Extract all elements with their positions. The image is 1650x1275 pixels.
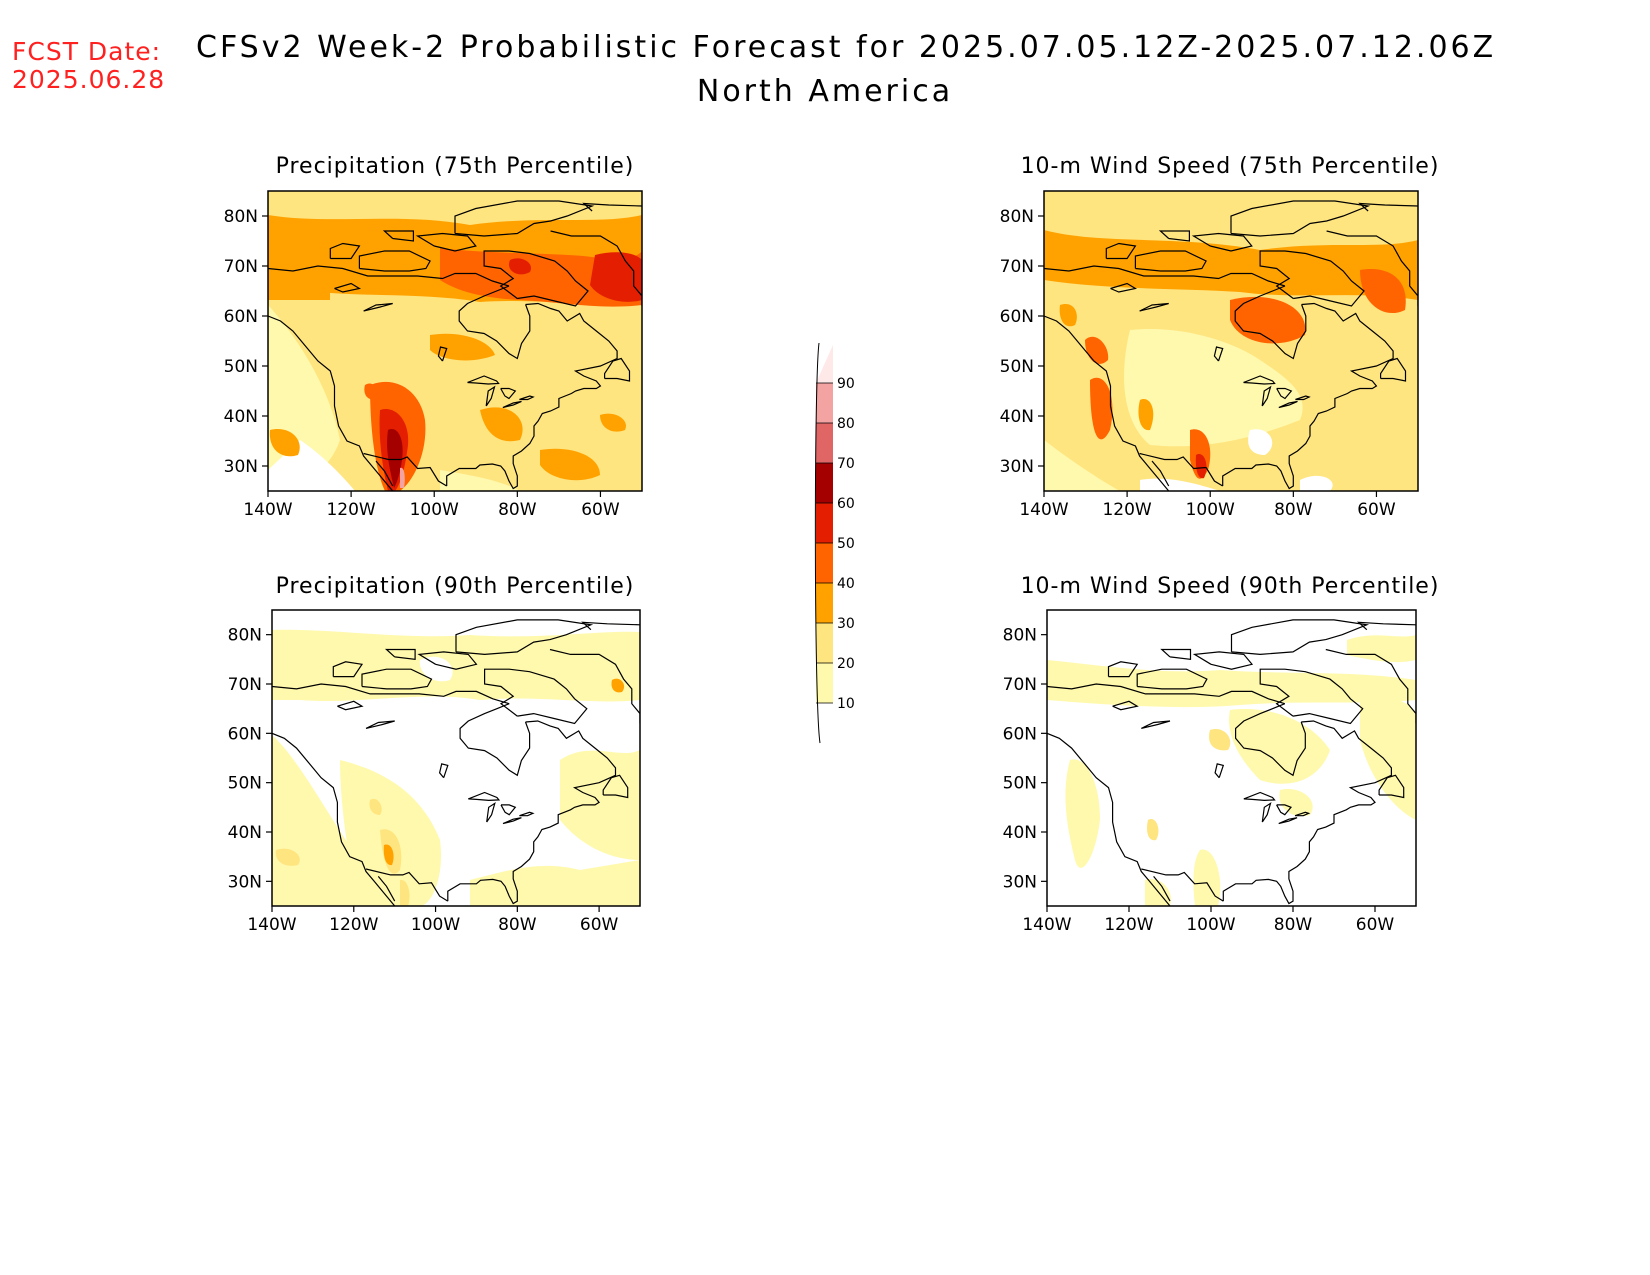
lon-label: 120W xyxy=(329,915,378,935)
lat-label: 30N xyxy=(224,457,258,477)
wind-90-shading xyxy=(1047,610,1416,906)
lon-label: 120W xyxy=(326,500,375,520)
colorbar-label: 80 xyxy=(837,416,855,432)
panel-precip-90: Precipitation (90th Percentile) 80N 70N 60… xyxy=(228,574,641,935)
lat-label: 80N xyxy=(228,626,262,646)
lat-label: 70N xyxy=(224,257,258,277)
lat-label: 70N xyxy=(1003,675,1037,695)
lon-label: 80W xyxy=(1274,915,1313,935)
colorbar-segment xyxy=(816,663,833,703)
lon-label: 80W xyxy=(1274,500,1313,520)
colorbar-label: 40 xyxy=(837,576,855,592)
colorbar-segment xyxy=(816,463,833,503)
colorbar-label: 60 xyxy=(837,496,855,512)
region-text: North America xyxy=(696,74,954,109)
lat-label: 60N xyxy=(228,724,262,744)
colorbar-label: 20 xyxy=(837,656,855,672)
lat-label: 60N xyxy=(224,307,258,327)
lat-label: 40N xyxy=(1003,823,1037,843)
colorbar: 10 20 30 40 50 60 70 80 90 xyxy=(814,342,855,744)
colorbar-segment xyxy=(816,623,833,663)
coastline-outlines xyxy=(1044,200,1418,491)
lon-label: 100W xyxy=(411,915,460,935)
lat-label: 30N xyxy=(228,872,262,892)
lat-label: 40N xyxy=(1000,407,1034,427)
lon-label: 140W xyxy=(243,500,292,520)
title-text: CFSv2 Week-2 Probabilistic Forecast for … xyxy=(196,30,1497,65)
lat-label: 30N xyxy=(1003,872,1037,892)
lon-label: 140W xyxy=(1019,500,1068,520)
colorbar-segment xyxy=(816,583,833,623)
lon-label: 100W xyxy=(1186,915,1235,935)
colorbar-low-cap xyxy=(816,703,833,743)
panel-title: 10-m Wind Speed (75th Percentile) xyxy=(1021,154,1440,179)
fcst-label: FCST Date: xyxy=(12,37,162,66)
lon-label: 120W xyxy=(1104,915,1153,935)
colorbar-label: 70 xyxy=(837,456,855,472)
wind-75-shading xyxy=(1044,191,1418,491)
panel-title: Precipitation (90th Percentile) xyxy=(276,574,635,599)
coastline-outlines xyxy=(268,200,642,491)
lon-label: 100W xyxy=(1186,500,1235,520)
coastline-outlines xyxy=(272,619,640,906)
lat-label: 80N xyxy=(1000,207,1034,227)
colorbar-label: 90 xyxy=(837,376,855,392)
lat-label: 30N xyxy=(1000,457,1034,477)
lon-label: 60W xyxy=(1357,500,1396,520)
lat-label: 40N xyxy=(224,407,258,427)
colorbar-edge xyxy=(814,342,821,744)
forecast-date-label: FCST Date: 2025.06.28 xyxy=(12,38,165,94)
panel-wind-75: 10-m Wind Speed (75th Percentile) 80N 70N… xyxy=(1000,154,1440,520)
lat-label: 70N xyxy=(228,675,262,695)
colorbar-segment xyxy=(816,423,833,463)
colorbar-segment xyxy=(816,383,833,423)
lon-label: 80W xyxy=(498,915,537,935)
lat-label: 50N xyxy=(228,774,262,794)
lon-label: 60W xyxy=(581,500,620,520)
lat-label: 50N xyxy=(224,357,258,377)
lat-label: 70N xyxy=(1000,257,1034,277)
panel-precip-75: Precipitation (75th Percentile) 80N 70N 60… xyxy=(224,154,643,520)
lat-label: 80N xyxy=(224,207,258,227)
lat-label: 40N xyxy=(228,823,262,843)
panel-title: Precipitation (75th Percentile) xyxy=(276,154,635,179)
lon-label: 60W xyxy=(1356,915,1395,935)
lat-label: 80N xyxy=(1003,626,1037,646)
lat-label: 50N xyxy=(1003,774,1037,794)
lat-label: 60N xyxy=(1003,724,1037,744)
panel-title: 10-m Wind Speed (90th Percentile) xyxy=(1021,574,1440,599)
lon-label: 60W xyxy=(580,915,619,935)
lon-label: 100W xyxy=(410,500,459,520)
lon-label: 140W xyxy=(1022,915,1071,935)
colorbar-label: 30 xyxy=(837,616,855,632)
precip-75-shading xyxy=(268,191,642,491)
lon-label: 120W xyxy=(1102,500,1151,520)
lon-label: 80W xyxy=(498,500,537,520)
precip-90-shading xyxy=(272,610,640,906)
colorbar-high-cap xyxy=(816,345,833,383)
colorbar-label: 50 xyxy=(837,536,855,552)
lat-label: 50N xyxy=(1000,357,1034,377)
lat-label: 60N xyxy=(1000,307,1034,327)
colorbar-segment xyxy=(816,543,833,583)
fcst-date: 2025.06.28 xyxy=(12,65,166,94)
colorbar-label: 10 xyxy=(837,696,855,712)
panel-wind-90: 10-m Wind Speed (90th Percentile) 80N 70N… xyxy=(1003,574,1440,935)
colorbar-segment xyxy=(816,503,833,543)
lon-label: 140W xyxy=(247,915,296,935)
coastline-outlines xyxy=(1047,619,1416,906)
